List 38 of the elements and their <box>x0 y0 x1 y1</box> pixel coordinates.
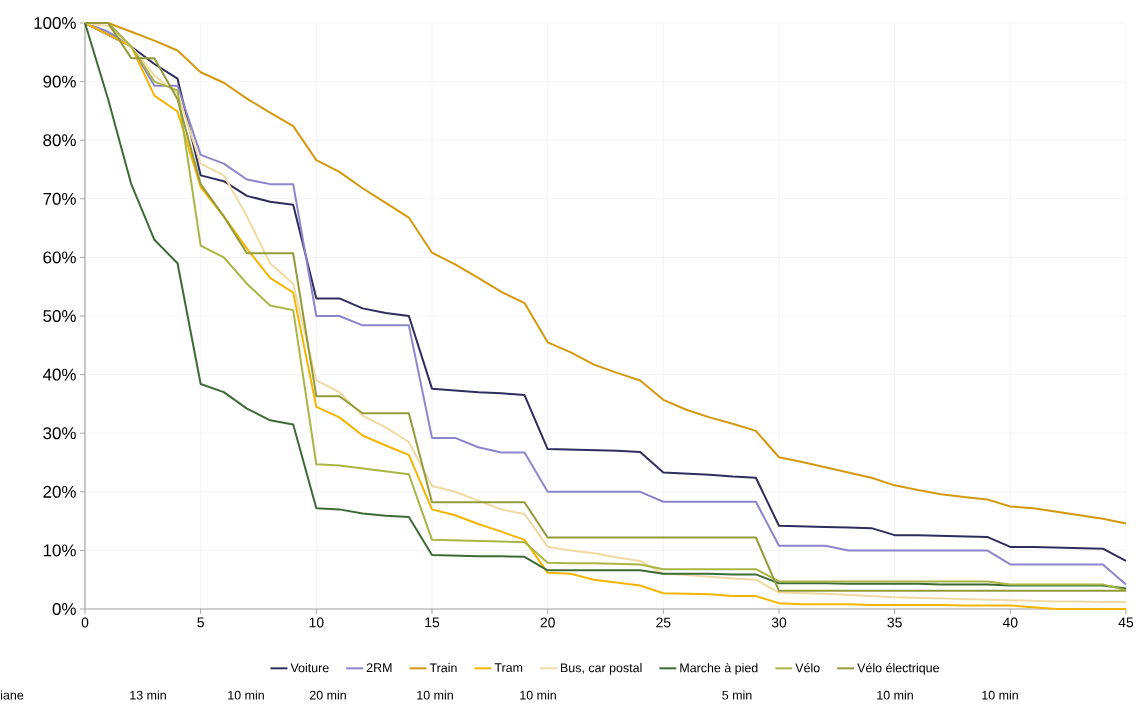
legend-label: Voiture <box>290 663 329 673</box>
x-tick-label: 5 <box>197 617 204 628</box>
x-tick-label: 45 <box>1118 617 1134 628</box>
y-tick-label: 80% <box>43 134 76 147</box>
text: 10 min <box>228 690 264 700</box>
legend-label: Vélo <box>795 663 820 673</box>
legend-label: 2RM <box>366 663 392 672</box>
x-tick-label: 35 <box>887 617 902 628</box>
y-tick-label: 60% <box>43 251 76 264</box>
text: 10 min <box>877 690 913 700</box>
y-tick-label: 30% <box>43 427 76 440</box>
text: 10 min <box>520 690 556 700</box>
y-tick-label: 100% <box>34 16 76 29</box>
y-tick-label: 90% <box>43 75 76 88</box>
text: 10 min <box>417 690 453 700</box>
y-tick-label: 40% <box>42 368 76 381</box>
x-tick-label: 25 <box>656 617 671 628</box>
y-tick-label: 0% <box>52 603 76 615</box>
text: iane <box>1 690 24 700</box>
text: 13 min <box>130 690 166 700</box>
x-tick-label: 20 <box>540 617 555 628</box>
text: 20 min <box>309 690 346 700</box>
legend-label: Train <box>429 663 457 673</box>
y-tick-label: 10% <box>43 544 76 557</box>
legend-label: Tram <box>494 663 523 672</box>
x-tick-label: 0 <box>81 617 89 628</box>
legend-label: Marche à pied <box>680 663 758 675</box>
legend-label: Bus, car postal <box>560 663 642 675</box>
text: 10 min <box>982 690 1018 700</box>
y-tick-label: 20% <box>43 485 76 498</box>
x-tick-label: 10 <box>309 617 324 628</box>
y-tick-label: 70% <box>43 192 76 205</box>
x-tick-label: 40 <box>1002 617 1018 628</box>
y-tick-label: 50% <box>43 310 76 322</box>
x-tick-label: 30 <box>771 617 787 628</box>
text: 5 min <box>722 690 752 700</box>
legend-label: Vélo électrique <box>857 663 939 675</box>
x-tick-label: 15 <box>425 617 440 628</box>
